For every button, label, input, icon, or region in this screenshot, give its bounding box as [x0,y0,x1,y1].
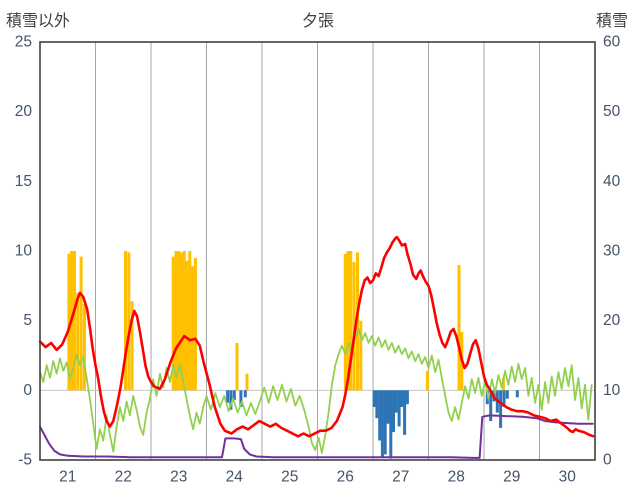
y-left-tick-label: 10 [15,243,33,260]
x-tick-label: 21 [59,469,76,486]
orange-bars-bar [235,343,239,391]
blue-bars-bar [386,390,390,424]
orange-bars-bar [67,253,71,391]
blue-bars-bar [239,390,243,407]
blue-bars-bar [394,390,398,413]
y-left-tick-label: 20 [15,103,33,120]
blue-bars-bar [232,390,236,401]
blue-bars-bar [243,390,247,398]
y-right-tick-label: 20 [603,312,621,329]
orange-bars-bar [343,253,347,391]
plot-border [39,41,596,461]
x-tick-label: 22 [115,469,132,486]
y-left-tick-label: 25 [15,34,32,51]
y-right-tick-label: 50 [603,103,621,120]
orange-bars-bar [124,251,127,391]
blue-bars-bar [403,390,407,435]
right-axis-title: 積雪 [595,13,628,30]
orange-bars-bar [171,256,175,391]
orange-bars-bar [191,266,195,391]
orange-bars-bar [352,262,356,391]
orange-bars-bar [127,252,131,391]
x-tick-label: 26 [337,469,354,486]
x-tick-label: 23 [170,469,187,486]
orange-bars-bar [82,303,86,391]
x-tick-label: 27 [392,469,409,486]
blue-bars-bar [378,390,382,441]
blue-bars-bar [392,390,395,433]
blue-bars-bar [229,390,233,410]
y-left-tick-label: 5 [23,312,32,329]
x-tick-label: 25 [281,469,298,486]
orange-bars-bar [193,258,197,391]
orange-bars-bar [359,320,363,391]
y-right-tick-label: 60 [603,34,621,51]
orange-bars-bar [425,370,429,391]
blue-bars-bar [405,390,409,405]
orange-bars-bar [177,251,181,391]
blue-bars-bar [375,390,379,419]
orange-bars-bar [76,292,80,391]
x-tick-label: 29 [503,469,520,486]
blue-bars-bar [489,390,493,421]
blue-bars-bar [499,390,503,428]
orange-bars-bar [130,301,134,391]
blue-bars-bar [380,390,384,458]
x-tick-label: 30 [559,469,577,486]
x-tick-label: 24 [226,469,244,486]
y-left-tick-label: 0 [23,382,32,399]
orange-bars-bar [180,252,183,391]
y-right-tick-label: 40 [603,173,621,190]
blue-bars-bar [505,390,509,399]
blue-bars-bar [389,390,393,459]
green-line [39,328,593,454]
orange-bars-bar [185,260,189,391]
y-right-tick-label: 30 [603,243,621,260]
y-right-tick-label: 0 [603,452,612,469]
y-left-tick-label: -5 [18,452,32,469]
orange-bars-bar [457,264,461,391]
left-axis-title: 積雪以外 [6,13,71,30]
orange-bars-bar [245,373,249,391]
blue-bars-bar [502,390,506,407]
blue-bars-bar [372,390,376,407]
y-left-tick-label: 15 [15,173,32,190]
chart-title: 夕張 [301,13,334,30]
orange-bars-bar [174,251,178,391]
blue-bars-bar [400,390,404,407]
blue-bars-bar [397,390,401,427]
orange-bars-bar [72,251,76,391]
red-line [38,235,595,438]
blue-bars-bar [383,390,387,455]
orange-bars-bar [346,251,350,391]
blue-bars-bar [515,390,519,398]
orange-bars-bar [182,251,186,391]
orange-bars-bar [188,251,192,391]
purple-line [39,414,594,459]
blue-bars-bar [226,390,230,403]
y-right-tick-label: 10 [603,382,621,399]
orange-bars-bar [501,377,505,391]
orange-bars-bar [79,256,83,391]
orange-bars-bar [349,251,353,391]
x-tick-label: 28 [448,469,465,486]
